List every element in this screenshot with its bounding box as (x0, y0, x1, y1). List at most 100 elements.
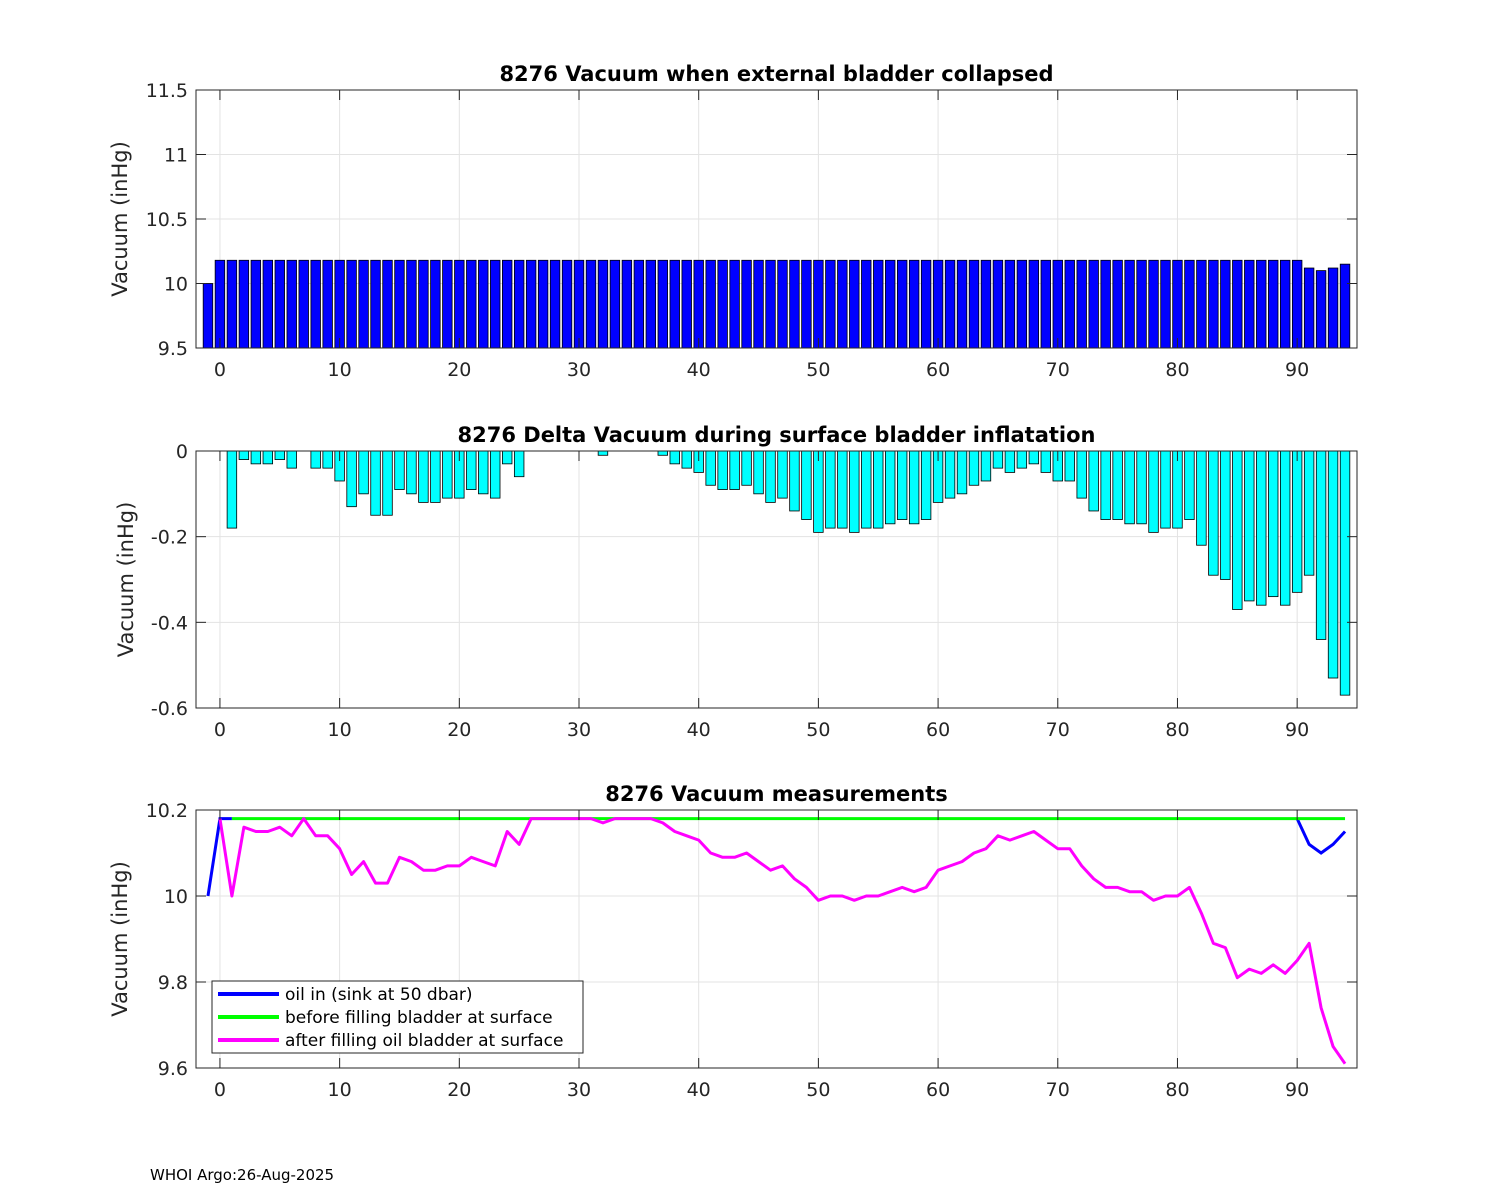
bar (1268, 259, 1279, 349)
bar (1315, 270, 1327, 349)
bar (394, 450, 405, 490)
legend-label: after filling oil bladder at surface (285, 1031, 563, 1051)
bar (1244, 450, 1255, 602)
bar (1256, 259, 1267, 349)
bar (765, 450, 776, 503)
bar (1088, 259, 1099, 349)
bar (1220, 450, 1231, 580)
bar (1279, 450, 1291, 606)
axes-box (195, 450, 1358, 709)
bar (1136, 259, 1147, 349)
chart-title: 8276 Vacuum measurements (605, 782, 948, 806)
bar (250, 259, 262, 349)
bar (238, 450, 250, 460)
bar (1291, 259, 1303, 349)
x-tick-label: 10 (328, 359, 352, 381)
legend: oil in (sink at 50 dbar) before filling b… (211, 980, 584, 1054)
bar (1184, 259, 1195, 349)
bar (310, 450, 321, 469)
bar (980, 259, 992, 349)
bar (896, 259, 908, 349)
bar (262, 450, 274, 465)
bar (322, 450, 333, 469)
bar (1339, 263, 1351, 349)
bar (226, 259, 238, 349)
chart-3: 0 10 20 30 40 50 60 70 80 90 9.6 9.8 10 10.2 8276 Vacu… (108, 782, 1358, 1101)
bar (621, 259, 633, 349)
chart-2: 0 10 20 30 40 50 60 70 80 90 -0.6 -0.4 -0.2 0 8276 Del… (114, 423, 1358, 741)
bar (1220, 259, 1231, 349)
bar (478, 259, 489, 349)
x-tick-label: 0 (214, 719, 226, 741)
bar (346, 259, 357, 349)
bar (837, 450, 848, 529)
bar (262, 259, 274, 349)
bar (1076, 259, 1087, 349)
bar (286, 259, 297, 349)
x-tick-label: 50 (806, 719, 830, 741)
bar (1160, 259, 1171, 349)
bar (1196, 450, 1207, 546)
bar (442, 259, 453, 349)
bar (896, 450, 908, 520)
legend-label: oil in (sink at 50 dbar) (285, 985, 473, 1005)
x-tick-label: 90 (1285, 359, 1309, 381)
bar (274, 259, 285, 349)
bar (382, 450, 393, 516)
bar (561, 259, 573, 349)
bar (298, 259, 309, 349)
bar (430, 450, 441, 503)
y-tick-label: 11 (164, 145, 188, 167)
bar (406, 450, 417, 495)
bar (370, 259, 381, 349)
bar (1256, 450, 1267, 606)
bar (1064, 450, 1075, 482)
x-tick-label: 60 (926, 719, 950, 741)
bar (956, 259, 968, 349)
bar (669, 450, 680, 465)
bar (801, 259, 812, 349)
x-tick-label: 50 (806, 359, 830, 381)
x-tick-label: 80 (1165, 719, 1189, 741)
axes-box (195, 809, 1358, 1069)
y-tick-label: 11.5 (146, 80, 188, 102)
bar (573, 259, 585, 349)
bar (1327, 267, 1339, 349)
bar (873, 259, 884, 349)
bar (1279, 259, 1291, 349)
y-tick-label: 10.2 (146, 800, 188, 822)
x-tick-label: 40 (687, 359, 711, 381)
bar (657, 259, 668, 349)
bar (681, 259, 692, 349)
y-tick-label: 10 (164, 274, 188, 296)
bar (920, 259, 932, 349)
bar (418, 450, 429, 503)
bar (849, 450, 860, 533)
bar (1004, 259, 1016, 349)
bar (1172, 450, 1183, 529)
x-tick-label: 10 (328, 1079, 352, 1101)
bar (681, 450, 692, 469)
x-tick-label: 20 (447, 1079, 471, 1101)
y-tick-label: 9.8 (158, 972, 188, 994)
y-tick-label: -0.4 (151, 612, 188, 634)
bar (585, 259, 597, 349)
bar (430, 259, 441, 349)
x-tick-label: 70 (1046, 719, 1070, 741)
y-axis-label: Vacuum (inHg) (108, 141, 132, 297)
bar (406, 259, 417, 349)
bar (992, 450, 1004, 469)
bar (885, 450, 896, 525)
bar (454, 259, 465, 349)
bar (968, 450, 980, 486)
y-axis-label: Vacuum (inHg) (108, 861, 132, 1017)
bar (1148, 259, 1159, 349)
bar (1016, 259, 1028, 349)
bar (1076, 450, 1087, 499)
bar (322, 259, 333, 349)
bar (1124, 450, 1135, 525)
bar (1339, 450, 1351, 696)
y-tick-label: 9.6 (158, 1058, 188, 1080)
bar (490, 259, 501, 349)
